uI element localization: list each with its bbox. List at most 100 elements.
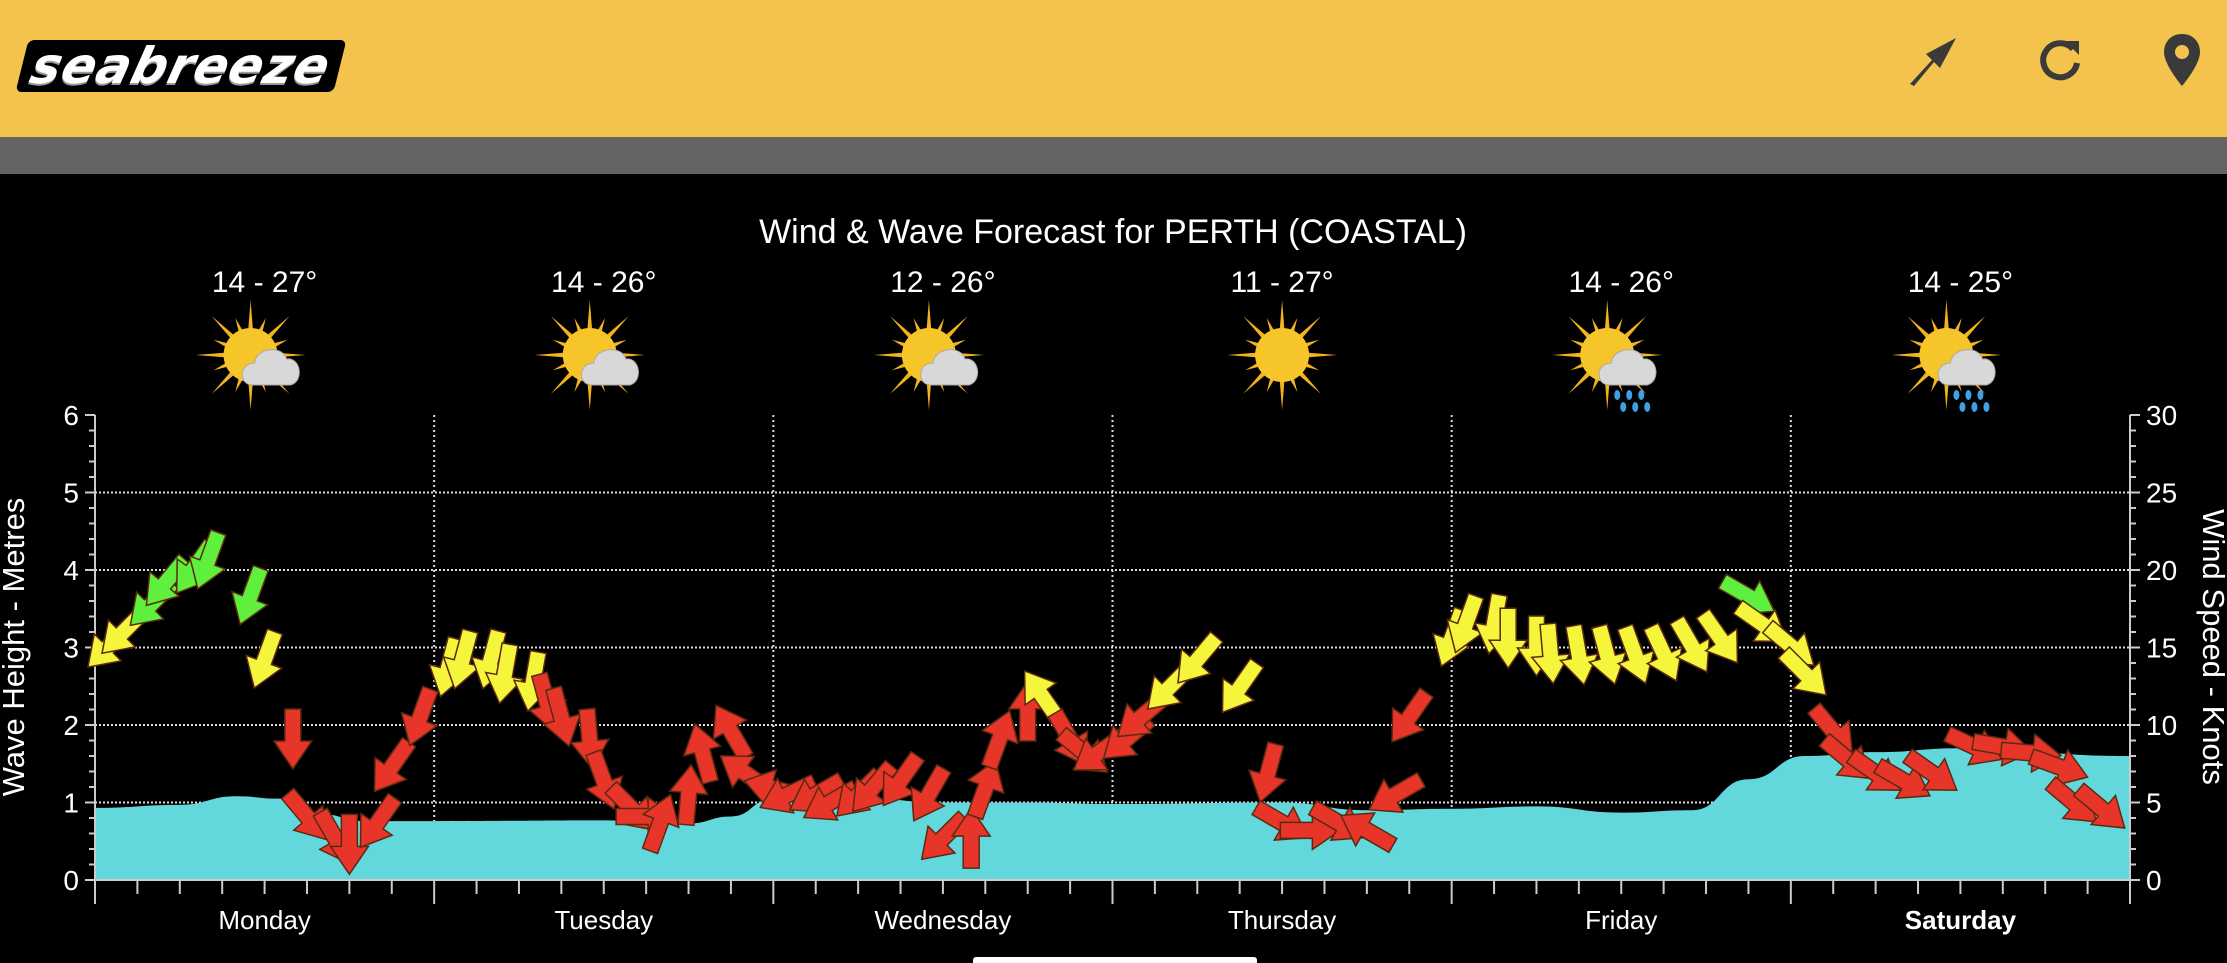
bottom-sheet-handle[interactable] [973, 957, 1257, 963]
wind-arrow-marker [668, 763, 709, 827]
wind-arrow-marker [1616, 623, 1655, 685]
rain-drop [1614, 390, 1621, 400]
sun-disc [1255, 328, 1310, 382]
wind-arrow-marker [373, 736, 417, 793]
sun-ray [890, 316, 916, 342]
wind-arrow-marker [1247, 741, 1288, 804]
day-temperature: 14 - 26° [1569, 266, 1674, 299]
refresh-icon[interactable] [2030, 30, 2090, 90]
sun-ray [1943, 300, 1950, 334]
wind-arrow-marker [188, 528, 227, 591]
wind-arrow-marker [980, 709, 1020, 771]
left-axis-tick-label: 6 [63, 400, 79, 431]
partly-cloudy-icon [195, 300, 306, 410]
sun-ray [1907, 368, 1933, 394]
rain-drop [1959, 402, 1966, 412]
chart-title: Wind & Wave Forecast for PERTH (COASTAL) [759, 213, 1467, 251]
rain-drop [1953, 390, 1960, 400]
left-axis-tick-label: 4 [63, 555, 79, 586]
cloud-shape [241, 349, 300, 386]
day-temperature: 11 - 27° [1230, 266, 1333, 299]
cloud-shape [1598, 349, 1657, 386]
x-axis-day-label: Wednesday [874, 905, 1011, 935]
wave-height-area [95, 748, 2130, 880]
wind-arrow-marker [541, 685, 582, 748]
rain-drop [1971, 402, 1978, 412]
sun-ray [550, 316, 577, 342]
left-axis-tick-label: 1 [63, 788, 79, 819]
location-pin-icon[interactable] [2152, 30, 2212, 90]
sun-ray [873, 352, 908, 358]
seabreeze-logo[interactable]: seabreeze [15, 37, 347, 95]
x-axis-day-label: Thursday [1228, 905, 1336, 935]
partly-cloudy-showers-icon [1891, 300, 2002, 412]
left-axis-tick-label: 2 [63, 710, 79, 741]
sun-ray [587, 300, 593, 334]
x-axis-day-label: Friday [1585, 905, 1657, 935]
sun-ray [1279, 300, 1285, 334]
sun-ray [603, 316, 629, 342]
right-axis-tick-label: 15 [2146, 633, 2177, 664]
wind-arrow-marker [328, 813, 370, 876]
left-axis-title: Wave Height - Metres [0, 498, 31, 797]
wind-arrow-marker [244, 628, 284, 690]
wind-arrow-marker [1558, 623, 1600, 687]
left-axis-tick-label: 3 [63, 633, 79, 664]
wind-arrow-marker [484, 642, 525, 705]
wind-arrow-marker [442, 627, 482, 691]
rain-drop [1644, 402, 1651, 412]
wind-arrow-marker [400, 685, 439, 747]
partly-cloudy-icon [534, 300, 645, 410]
sun-ray [211, 368, 238, 394]
cloud-shape [1937, 349, 1996, 386]
day-temperature: 14 - 27° [212, 266, 317, 299]
wind-direction-icon[interactable] [1902, 30, 1962, 90]
sun-ray [1243, 368, 1269, 394]
sun-ray [211, 316, 238, 342]
sun-ray [550, 368, 577, 394]
wind-arrow-marker [1901, 748, 1958, 792]
sun-ray [195, 352, 229, 358]
sun-ray [926, 300, 932, 334]
right-axis-title: Wind Speed - Knots [2196, 509, 2227, 785]
wind-arrow-marker [882, 750, 926, 807]
left-axis-tick-label: 5 [63, 478, 79, 509]
wind-arrow-marker [359, 792, 403, 849]
sun-ray [534, 352, 568, 358]
right-axis-tick-label: 5 [2146, 788, 2162, 819]
rain-drop [1977, 390, 1984, 400]
sunny-icon [1227, 300, 1338, 410]
day-temperature: 14 - 25° [1908, 266, 2013, 299]
sun-ray [890, 368, 916, 394]
app-header: seabreeze [0, 0, 2227, 137]
right-axis-tick-label: 25 [2146, 478, 2177, 509]
sun-ray [1568, 316, 1594, 342]
right-axis-tick-label: 0 [2146, 865, 2162, 896]
sun-ray [1279, 376, 1285, 410]
x-axis-day-label: Tuesday [554, 905, 653, 935]
wind-arrow-marker [1695, 607, 1739, 664]
cloud-shape [920, 349, 978, 386]
right-axis-tick-label: 10 [2146, 710, 2177, 741]
wind-wave-chart: Wind & Wave Forecast for PERTH (COASTAL)… [0, 213, 2227, 935]
wind-arrow-marker [682, 722, 723, 785]
left-axis-tick-label: 0 [63, 865, 79, 896]
sun-ray [1907, 316, 1933, 342]
wind-arrow-marker [920, 810, 971, 861]
wind-arrow-marker [712, 704, 754, 763]
sun-ray [1295, 368, 1321, 394]
sun-ray [942, 316, 968, 342]
wind-arrow-marker [1221, 657, 1265, 714]
x-axis-day-label: Monday [218, 905, 311, 935]
sun-ray [1568, 368, 1594, 394]
sun-ray [1243, 316, 1269, 342]
wind-arrow-marker [2027, 748, 2089, 787]
wind-arrow-marker [1177, 630, 1224, 684]
sun-ray [1891, 352, 1925, 358]
rain-drop [1632, 402, 1639, 412]
right-axis-tick-label: 30 [2146, 400, 2177, 431]
partly-cloudy-showers-icon [1552, 300, 1663, 412]
sun-ray [247, 300, 254, 334]
sun-ray [1227, 352, 1261, 358]
day-temperature: 12 - 26° [890, 266, 995, 299]
